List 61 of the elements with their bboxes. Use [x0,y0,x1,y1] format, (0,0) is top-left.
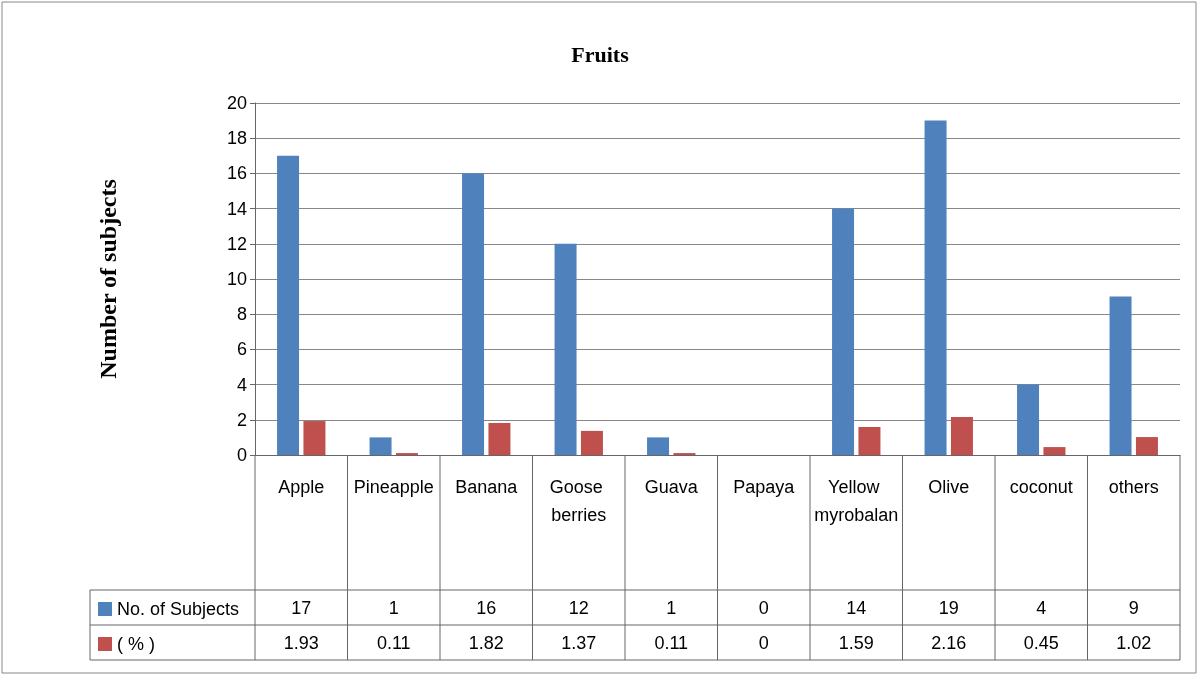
x-tick-label: Olive [928,477,970,497]
y-tick-label: 4 [236,374,247,395]
y-axis-title: Number of subjects [95,179,121,379]
bar [580,430,603,455]
bar [277,155,300,455]
bar [303,421,326,455]
y-tick-label: 6 [236,339,247,360]
data-label: 1.82 [468,632,504,653]
x-tick-label: coconut [1009,477,1073,497]
bar [462,173,485,455]
x-tick-label: Banana [455,477,519,497]
data-label: 0.45 [1023,632,1059,653]
data-label: 12 [568,597,589,618]
bar [554,243,577,455]
bar [647,437,670,455]
chart-title: Fruits [571,41,630,67]
data-label: 0 [758,597,769,618]
data-label: 9 [1128,597,1139,618]
y-tick-label: 20 [226,93,247,113]
data-label: 0.11 [654,632,689,653]
y-tick-label: 14 [226,198,247,219]
x-tick-label: Apple [278,477,325,497]
bar [1135,437,1158,455]
x-tick-label: Guava [644,477,699,497]
data-label: 19 [938,597,959,618]
data-label: 1.02 [1116,632,1152,653]
data-label: 1 [666,597,677,618]
y-tick-label: 10 [226,269,247,289]
data-label: 1 [388,597,399,618]
data-label: 1.37 [561,632,597,653]
legend-label: No. of Subjects [117,599,240,619]
y-tick-label: 8 [236,304,247,325]
y-tick-label: 0 [236,445,247,465]
x-tick-label: Papaya [733,477,796,497]
data-label: 2.16 [931,632,967,653]
data-label: 17 [291,597,312,618]
bar [369,437,392,455]
data-label: 0.11 [376,632,411,653]
bar [1017,384,1040,455]
data-label: 14 [846,597,867,618]
x-tick-label: Yellow myrobalan [814,477,899,525]
legend-label: ( % ) [117,634,155,654]
bar [924,120,947,455]
data-label: 4 [1036,597,1047,618]
bar [1109,296,1132,455]
bar [832,208,855,455]
data-label: 0 [758,632,769,653]
bar [950,416,973,455]
data-label: 16 [476,597,497,618]
x-tick-label: Goose berries [549,477,608,525]
bar [488,422,511,455]
y-tick-label: 18 [226,128,247,149]
x-tick-label: Pineapple [353,477,434,497]
data-label: 1.93 [283,632,319,653]
y-tick-label: 2 [236,409,247,430]
data-label: 1.59 [838,632,874,653]
bar [858,427,881,455]
y-tick-label: 16 [226,163,247,184]
bar [1043,447,1066,455]
y-tick-label: 12 [226,233,247,254]
x-tick-label: others [1108,477,1159,497]
